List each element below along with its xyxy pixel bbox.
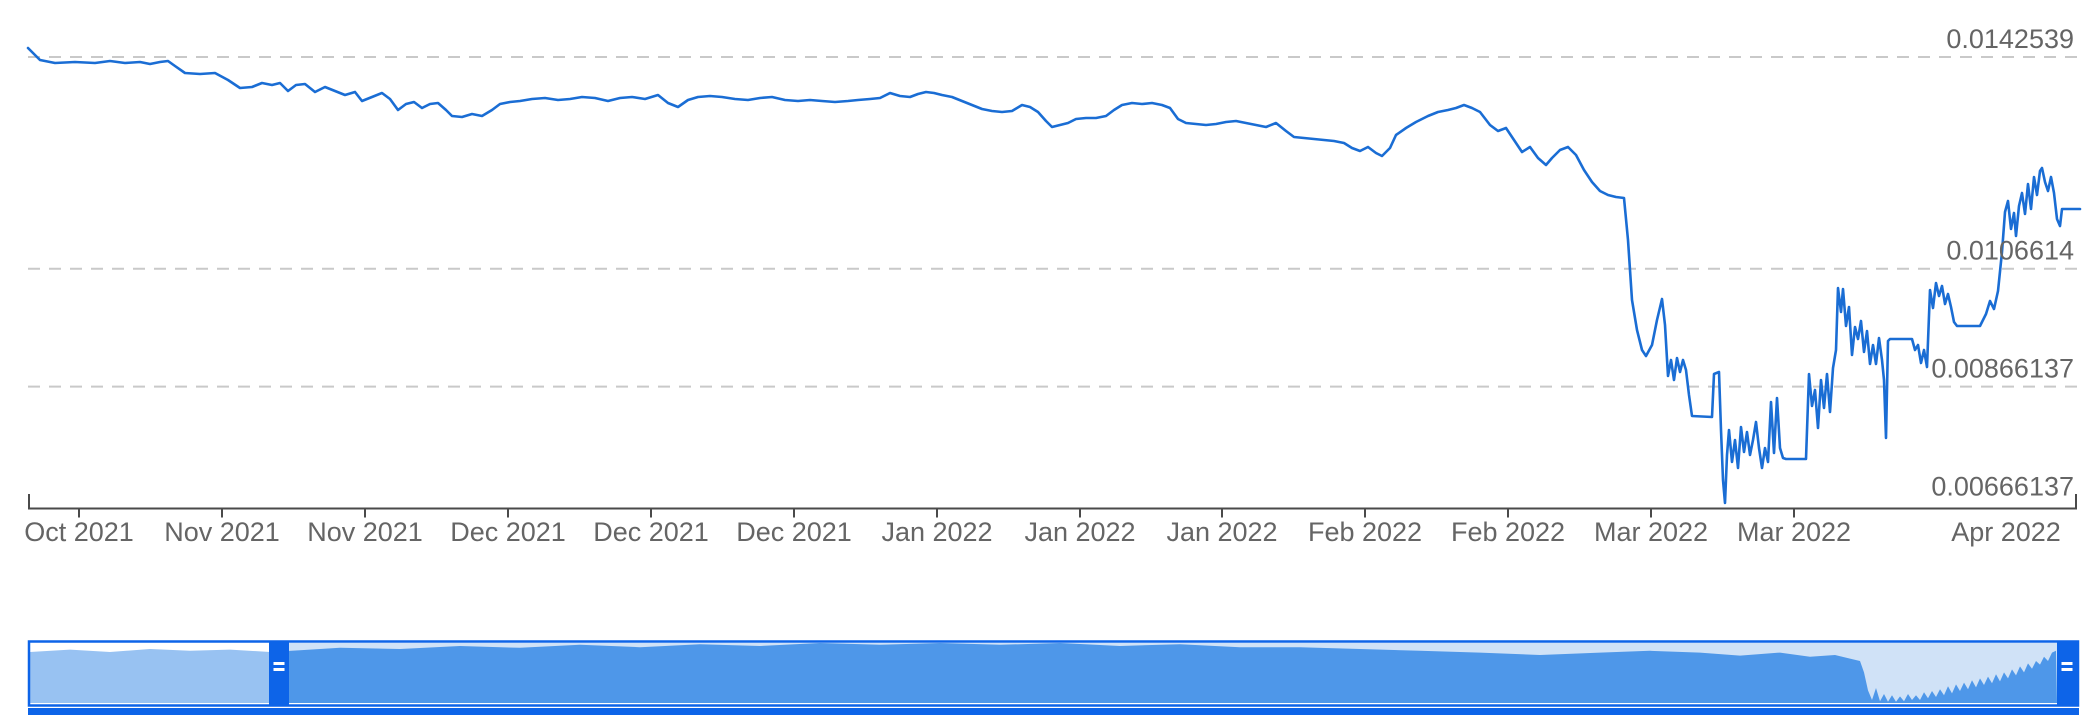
x-axis-label: Mar 2022 bbox=[1594, 517, 1708, 547]
x-axis-label: Dec 2021 bbox=[450, 517, 566, 547]
x-axis-group: Oct 2021 Nov 2021 Nov 2021 Dec 2021 Dec 2021… bbox=[24, 494, 2077, 547]
x-axis-label: Mar 2022 bbox=[1737, 517, 1851, 547]
x-axis-label: Jan 2022 bbox=[1024, 517, 1135, 547]
x-axis-label: Jan 2022 bbox=[1166, 517, 1277, 547]
gridlines-group bbox=[28, 56, 2077, 388]
x-axis-label: Feb 2022 bbox=[1308, 517, 1422, 547]
y-axis-label: 0.00666137 bbox=[1931, 471, 2074, 501]
navigator-area-series bbox=[30, 643, 2057, 703]
x-axis-label: Dec 2021 bbox=[736, 517, 852, 547]
y-axis-label: 0.00866137 bbox=[1931, 354, 2074, 384]
price-line-series bbox=[26, 46, 2082, 505]
x-axis-label: Feb 2022 bbox=[1451, 517, 1565, 547]
y-axis-labels-group: 0.0142539 0.0106614 0.00866137 0.00666137 bbox=[1931, 24, 2074, 501]
price-series-group bbox=[26, 46, 2082, 505]
navigator-handle-left[interactable] bbox=[269, 641, 289, 705]
x-axis-label: Apr 2022 bbox=[1951, 517, 2061, 547]
x-axis-label: Nov 2021 bbox=[307, 517, 423, 547]
navigator-outline bbox=[27, 640, 2080, 707]
navigator-handle-right[interactable] bbox=[2057, 641, 2077, 705]
x-axis-label: Oct 2021 bbox=[24, 517, 134, 547]
y-axis-label: 0.0106614 bbox=[1946, 236, 2074, 266]
navigator-group bbox=[27, 640, 2080, 715]
y-axis-label: 0.0142539 bbox=[1946, 24, 2074, 54]
x-axis-label: Jan 2022 bbox=[881, 517, 992, 547]
navigator-unselected-range[interactable] bbox=[30, 643, 269, 703]
navigator-scrollbar-track[interactable] bbox=[28, 708, 2079, 715]
x-axis-label: Nov 2021 bbox=[164, 517, 280, 547]
x-axis-label: Dec 2021 bbox=[593, 517, 709, 547]
